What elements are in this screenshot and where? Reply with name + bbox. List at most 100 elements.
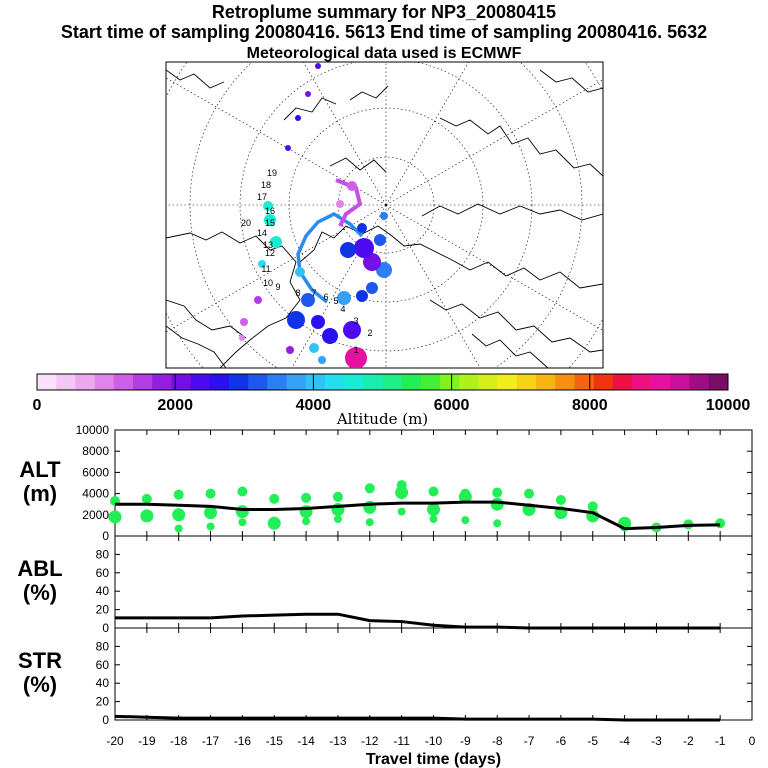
colorbar-swatch: [190, 374, 211, 390]
plume-cluster-marker: [258, 260, 266, 268]
colorbar-swatch: [459, 374, 479, 390]
colorbar-swatch: [689, 374, 710, 390]
coastline: [166, 69, 225, 89]
x-tick-label: -17: [202, 734, 220, 748]
altitude-colorbar: 0 2000 4000 6000 8000 10000 Altitude (m): [33, 373, 750, 428]
plume-cluster-marker: [337, 291, 351, 305]
plume-cluster-marker: [263, 201, 273, 211]
plume-cluster-marker: [354, 238, 374, 258]
coastline: [283, 97, 337, 121]
x-tick-label: -20: [106, 734, 124, 748]
cluster-marker: [715, 518, 726, 529]
colorbar-swatch: [344, 374, 364, 390]
plume-day-label: 17: [257, 192, 267, 202]
cluster-marker: [587, 501, 598, 512]
colorbar-tick-label: 2000: [157, 397, 193, 414]
cluster-marker: [205, 488, 216, 499]
colorbar-tick-label: 0: [33, 397, 42, 414]
plume-cluster-marker: [295, 115, 301, 121]
colorbar-swatch: [632, 374, 652, 390]
x-tick-label: -1: [715, 734, 726, 748]
y-tick-label: 2000: [82, 508, 109, 522]
series-line: [114, 714, 721, 722]
plume-day-label: 1: [353, 345, 358, 355]
x-axis-title: Travel time (days): [366, 751, 501, 768]
colorbar-swatch: [171, 374, 191, 390]
plume-cluster-marker: [336, 200, 344, 208]
cluster-marker: [461, 516, 470, 525]
colorbar-swatch: [497, 374, 518, 390]
cluster-marker: [269, 493, 280, 504]
colorbar-swatch: [363, 374, 383, 390]
plume-cluster-marker: [343, 321, 361, 339]
cluster-marker: [301, 492, 312, 503]
x-tick-label: -13: [329, 734, 347, 748]
plume-cluster-marker: [295, 267, 305, 277]
cluster-marker: [555, 494, 566, 505]
panel-unit-label: (m): [23, 481, 57, 506]
colorbar-title: Altitude (m): [336, 410, 428, 428]
y-tick-label: 20: [96, 695, 110, 709]
colorbar-swatch: [209, 374, 230, 390]
cluster-marker: [173, 489, 184, 500]
cluster-marker: [427, 503, 440, 516]
cluster-marker: [492, 487, 503, 498]
colorbar-tick-label: 8000: [572, 397, 608, 414]
y-tick-label: 0: [102, 621, 109, 635]
plume-cluster-marker: [374, 234, 386, 246]
series-line: [115, 500, 721, 531]
y-tick-label: 6000: [82, 465, 109, 479]
y-tick-label: 80: [96, 547, 110, 561]
coastline: [299, 225, 603, 289]
cluster-marker: [428, 486, 439, 497]
cluster-marker: [524, 488, 535, 499]
colorbar-swatch: [440, 374, 460, 390]
plume-day-label: 19: [267, 168, 277, 178]
plume-cluster-marker: [287, 311, 305, 329]
coastline: [439, 117, 603, 177]
panel-unit-label: (%): [23, 580, 57, 605]
x-tick-label: -2: [683, 734, 694, 748]
x-tick-label: -12: [361, 734, 379, 748]
cluster-marker: [490, 497, 504, 511]
colorbar-swatch: [382, 374, 403, 390]
plume-day-label: 9: [275, 282, 280, 292]
coastline: [421, 203, 603, 221]
y-tick-label: 60: [96, 566, 110, 580]
colorbar-swatch: [536, 374, 556, 390]
panel-label: ALT: [19, 457, 61, 482]
colorbar-swatch: [152, 374, 172, 390]
x-tick-label: -6: [556, 734, 567, 748]
cluster-marker: [395, 486, 409, 500]
coastline: [429, 299, 603, 353]
plume-cluster-marker: [318, 356, 326, 364]
cluster-marker: [206, 522, 215, 531]
plume-cluster-marker: [285, 145, 291, 151]
plume-day-label: 5: [333, 296, 338, 306]
cluster-marker: [238, 518, 247, 527]
plume-day-label: 16: [265, 206, 275, 216]
meridian-line: [385, 79, 603, 206]
colorbar-swatch: [555, 374, 575, 390]
colorbar-swatch: [516, 374, 537, 390]
plume-cluster-marker: [345, 347, 367, 368]
cluster-marker: [204, 506, 218, 520]
panel-label: ABL: [17, 556, 62, 581]
x-tick-label: -5: [587, 734, 598, 748]
cluster-marker: [397, 507, 406, 516]
plume-cluster-marker: [347, 181, 357, 191]
meteorological-data-line: Meteorological data used is ECMWF: [246, 45, 522, 62]
plume-day-label: 11: [261, 264, 270, 274]
colorbar-swatch: [324, 374, 345, 390]
plume-day-label: 2: [367, 328, 372, 338]
cluster-marker: [237, 486, 248, 497]
colorbar-swatch: [708, 374, 729, 390]
plume-cluster-marker: [301, 293, 315, 307]
colorbar-swatch: [248, 374, 268, 390]
cluster-marker: [493, 519, 502, 528]
plume-day-label: 7: [311, 288, 316, 298]
x-tick-label: -7: [524, 734, 535, 748]
